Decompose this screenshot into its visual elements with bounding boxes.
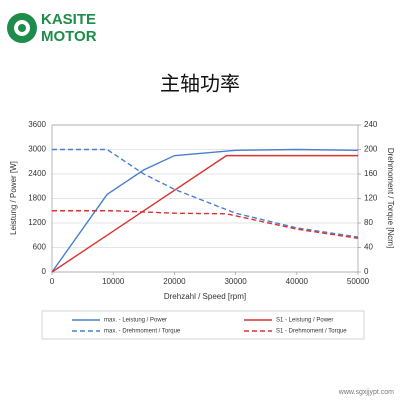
y2-tick-label: 0	[364, 267, 369, 276]
series-line	[52, 148, 359, 238]
x-tick-label: 40000	[286, 277, 309, 286]
x-tick-label: 30000	[224, 277, 247, 286]
series-line	[51, 148, 359, 273]
legend-label: S1 - Drehmoment / Torque	[276, 329, 347, 335]
series-line	[51, 154, 358, 273]
y-tick-label: 2400	[28, 169, 46, 178]
y-axis-label: Leistung / Power [W]	[9, 161, 18, 235]
x-tick-label: 0	[50, 277, 55, 286]
y2-tick-label: 80	[364, 218, 373, 227]
plot-frame	[51, 124, 359, 273]
x-tick-label: 20000	[163, 277, 186, 286]
y2-tick-label: 40	[364, 243, 373, 252]
y2-tick-label: 240	[364, 120, 378, 129]
y-tick-label: 3000	[28, 145, 46, 154]
chart-title: 主轴功率	[160, 72, 240, 95]
x-tick-label: 50000	[347, 277, 370, 286]
y-tick-label: 600	[33, 243, 47, 252]
series-line	[52, 210, 359, 240]
logo-text: KASITE	[41, 11, 96, 28]
y-tick-label: 1800	[28, 194, 46, 203]
legend-label: max. - Leistung / Power	[104, 318, 167, 324]
watermark: www.sgxjjypt.com	[338, 389, 394, 396]
y2-axis-label: Drehmoment / Torque [Ncm]	[386, 148, 395, 248]
y-tick-label: 0	[42, 267, 47, 276]
y2-tick-label: 200	[364, 145, 378, 154]
y2-tick-label: 160	[364, 169, 378, 178]
y-tick-label: 1200	[28, 218, 46, 227]
legend-label: max. - Drehmoment / Torque	[104, 329, 181, 335]
y2-tick-label: 120	[364, 194, 378, 203]
logo-icon-core	[18, 24, 26, 32]
legend-label: S1 - Leistung / Power	[276, 318, 333, 324]
logo-text: MOTOR	[41, 28, 97, 45]
y-tick-label: 3600	[28, 120, 46, 129]
x-tick-label: 10000	[102, 277, 125, 286]
legend-box	[41, 310, 365, 340]
x-axis-label: Drehzahl / Speed [rpm]	[164, 292, 246, 301]
